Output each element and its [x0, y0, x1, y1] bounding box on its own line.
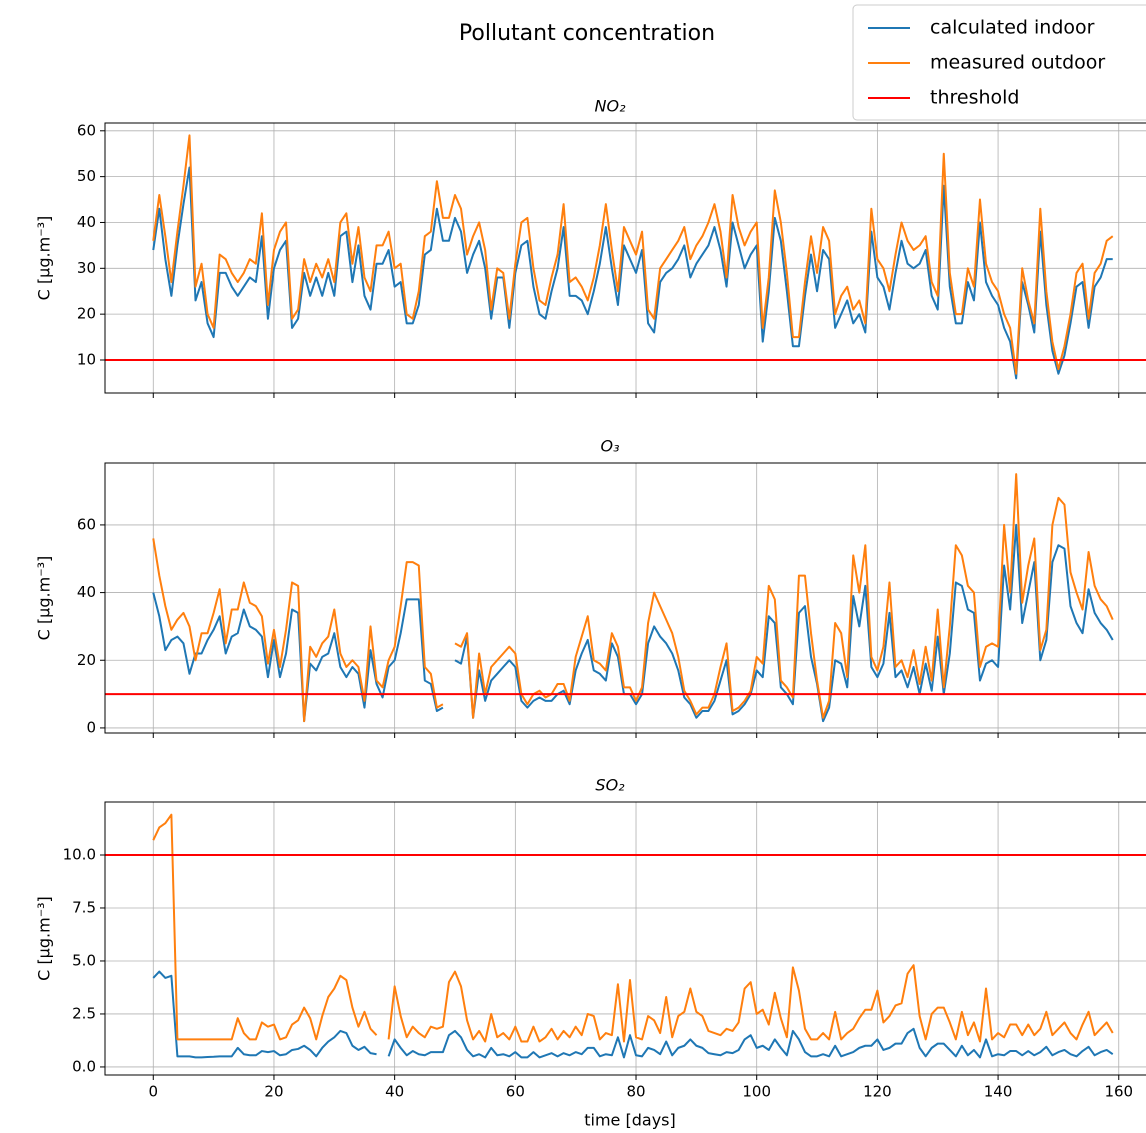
axes-frame [104, 462, 1146, 734]
x-tick-label: 160 [1104, 1083, 1133, 1101]
y-tick-label: 2.5 [72, 1004, 96, 1022]
y-tick-label: 10 [77, 350, 96, 368]
x-tick-label: 80 [626, 1083, 645, 1101]
legend-label: calculated indoor [930, 17, 1095, 39]
plot-area [105, 802, 1146, 1075]
plot-area [105, 123, 1146, 393]
legend-box [852, 4, 1146, 121]
y-axis-label: C [μg.m⁻³] [35, 896, 54, 981]
series-line [152, 166, 1113, 380]
y-tick-label: 10.0 [63, 845, 96, 863]
x-tick-label: 60 [506, 1083, 525, 1101]
y-tick-label: 7.5 [72, 898, 96, 916]
y-tick-label: 0 [86, 718, 96, 736]
series-line [152, 473, 1114, 723]
y-tick-label: 50 [77, 167, 96, 185]
figure-title: Pollutant concentration [459, 21, 715, 46]
y-axis-label: C [μg.m⁻³] [35, 216, 54, 301]
y-tick-label: 60 [77, 121, 96, 139]
y-axis-label: C [μg.m⁻³] [35, 556, 54, 641]
x-tick-label: 0 [149, 1083, 159, 1101]
axes-frame [104, 801, 1146, 1076]
y-tick-label: 0.0 [72, 1057, 96, 1075]
legend: calculated indoor measured outdoor thresho… [852, 4, 1146, 121]
x-tick-label: 120 [863, 1083, 892, 1101]
subplot-title: O₃ [600, 437, 619, 456]
series-line [152, 523, 1114, 723]
x-tick-label: 40 [385, 1083, 404, 1101]
x-tick-label: 100 [742, 1083, 771, 1101]
series-line [152, 813, 1114, 1043]
y-tick-label: 20 [77, 305, 96, 323]
x-tick-label: 20 [264, 1083, 283, 1101]
y-tick-label: 40 [77, 583, 96, 601]
y-tick-label: 30 [77, 259, 96, 277]
x-tick-label: 140 [984, 1083, 1013, 1101]
x-axis-label: time [days] [584, 1111, 675, 1130]
y-tick-label: 5.0 [72, 951, 96, 969]
subplot-title: NO₂ [595, 97, 627, 116]
legend-label: measured outdoor [930, 52, 1105, 74]
series-line [152, 134, 1114, 375]
y-tick-label: 60 [77, 515, 96, 533]
plot-area [105, 463, 1146, 733]
series-line [152, 970, 1114, 1059]
y-tick-label: 40 [77, 213, 96, 231]
y-tick-label: 20 [77, 651, 96, 669]
legend-label: threshold [930, 87, 1019, 109]
axes-frame [104, 122, 1146, 394]
subplot-title: SO₂ [595, 776, 625, 795]
